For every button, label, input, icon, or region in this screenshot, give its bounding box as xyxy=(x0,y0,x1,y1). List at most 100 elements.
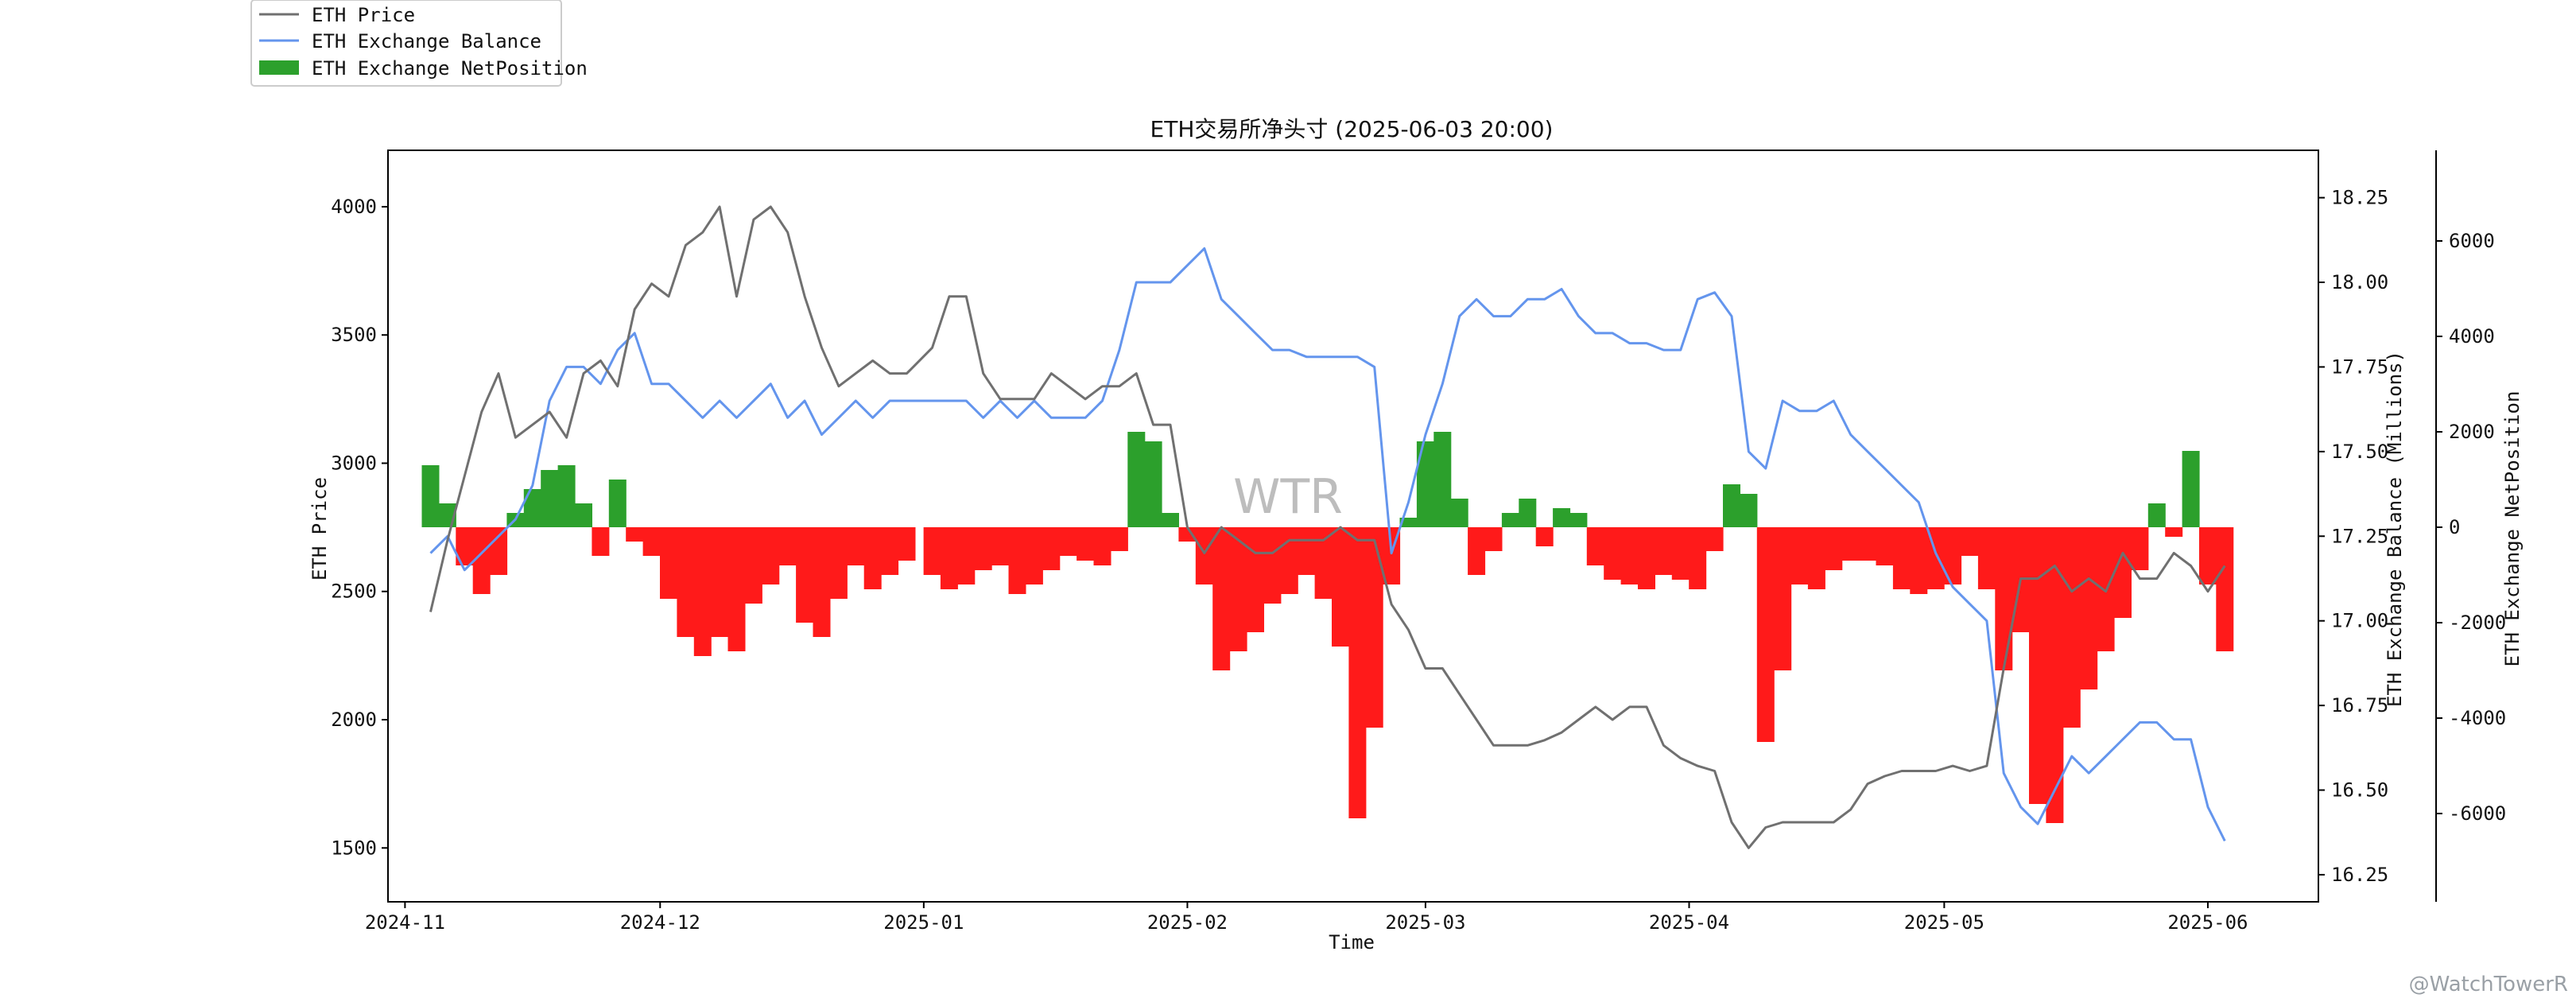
left-y-axis-label: ETH Price xyxy=(308,477,331,581)
netposition-bar xyxy=(1110,527,1128,551)
netposition-bar xyxy=(1468,527,1486,575)
netposition-bar xyxy=(1655,527,1673,575)
netposition-bar xyxy=(991,527,1010,565)
netposition-bar xyxy=(762,527,780,584)
netposition-bar xyxy=(1195,527,1213,584)
credit-text: @WatchTowerR xyxy=(2409,973,2568,996)
netposition-bar xyxy=(1519,499,1537,527)
netposition-bar xyxy=(642,527,661,556)
netposition-bar xyxy=(541,470,559,527)
netposition-bar xyxy=(711,527,729,637)
netposition-bar xyxy=(923,527,941,575)
x-tick-label: 2025-01 xyxy=(883,911,964,934)
netposition-bar xyxy=(1229,527,1247,651)
netposition-bar xyxy=(2147,503,2166,527)
netposition-bar xyxy=(1825,527,1843,570)
netposition-bar xyxy=(1263,527,1282,604)
netposition-bar xyxy=(1620,527,1639,584)
netposition-bar xyxy=(2199,527,2217,584)
netposition-bar xyxy=(778,527,797,565)
netposition-bar xyxy=(2216,527,2234,651)
netposition-bar xyxy=(1859,527,1877,561)
netposition-bar xyxy=(1162,513,1179,527)
netposition-bar xyxy=(1756,527,1775,742)
netposition-bar xyxy=(744,527,762,604)
netposition-bar xyxy=(1807,527,1825,589)
netposition-bar xyxy=(1638,527,1655,589)
x-tick-label: 2025-06 xyxy=(2167,911,2248,934)
netposition-bar xyxy=(1093,527,1111,565)
price-tick-label: 4000 xyxy=(331,196,377,218)
price-tick-label: 1500 xyxy=(331,837,377,859)
netposition-bar xyxy=(1144,441,1162,527)
price-tick-label: 2500 xyxy=(331,581,377,603)
netposition-bar xyxy=(592,527,610,556)
netposition-bar xyxy=(1961,527,1979,556)
netposition-bar xyxy=(974,527,992,570)
netposition-tick-label: -2000 xyxy=(2449,612,2506,634)
netposition-bar xyxy=(660,527,677,599)
netposition-bar xyxy=(1314,527,1333,599)
netposition-bar xyxy=(2131,527,2149,570)
balance-tick-label: 17.00 xyxy=(2331,610,2388,632)
x-tick-label: 2025-03 xyxy=(1385,911,1465,934)
netposition-bar xyxy=(1774,527,1792,670)
netposition-bar xyxy=(1077,527,1095,561)
x-tick-label: 2024-11 xyxy=(365,911,445,934)
legend-price-label: ETH Price xyxy=(312,4,415,26)
netposition-bar xyxy=(1127,432,1146,527)
x-tick-label: 2025-02 xyxy=(1147,911,1228,934)
netposition-tick-label: 4000 xyxy=(2449,325,2495,348)
netposition-tick-label: 2000 xyxy=(2449,421,2495,443)
balance-tick-label: 17.75 xyxy=(2331,355,2388,378)
netposition-bar xyxy=(796,527,814,623)
netposition-bar xyxy=(1553,508,1571,527)
netposition-bar xyxy=(626,527,644,542)
legend: ETH Price ETH Exchange Balance ETH Excha… xyxy=(250,0,588,87)
netposition-bar xyxy=(472,527,491,594)
legend-frame xyxy=(250,0,562,87)
netposition-tick-label: 6000 xyxy=(2449,230,2495,252)
netposition-bar xyxy=(1042,527,1061,570)
netposition-bar xyxy=(1892,527,1911,589)
netposition-bar xyxy=(957,527,976,584)
chart-title: ETH交易所净头寸 (2025-06-03 20:00) xyxy=(1150,116,1554,142)
netposition-bar xyxy=(1178,527,1197,542)
netposition-bar xyxy=(1025,527,1043,584)
netposition-bar xyxy=(1876,527,1894,565)
netposition-bar xyxy=(2046,527,2064,823)
netposition-bar xyxy=(557,465,576,527)
netposition-bar xyxy=(1841,527,1860,561)
netposition-bar xyxy=(898,527,916,561)
price-tick-label: 3500 xyxy=(331,324,377,346)
balance-tick-label: 18.25 xyxy=(2331,187,2388,209)
watermark: WTR xyxy=(1233,469,1343,525)
netposition-bar xyxy=(2029,527,2046,804)
balance-tick-label: 16.25 xyxy=(2331,864,2388,886)
netposition-bar xyxy=(940,527,958,589)
netposition-bar xyxy=(1995,527,2013,670)
netposition-bar xyxy=(1059,527,1077,556)
netposition-bar xyxy=(1535,527,1554,546)
balance-series-line xyxy=(429,247,2226,842)
balance-tick-label: 16.75 xyxy=(2331,694,2388,717)
netposition-bar xyxy=(2114,527,2132,618)
netposition-bar xyxy=(1604,527,1622,580)
netposition-bar xyxy=(523,489,541,527)
netposition-bar xyxy=(1433,432,1452,527)
netposition-bar xyxy=(677,527,695,637)
netposition-bar xyxy=(1247,527,1264,632)
netposition-bar xyxy=(847,527,865,565)
netposition-bar xyxy=(1910,527,1928,594)
x-tick-label: 2024-12 xyxy=(620,911,700,934)
balance-tick-label: 17.50 xyxy=(2331,441,2388,463)
netposition-bar xyxy=(1298,527,1316,575)
netposition-bar xyxy=(1740,494,1758,527)
netposition-bar xyxy=(1569,513,1588,527)
netposition-bar xyxy=(1212,527,1231,670)
netposition-y-axis-label: ETH Exchange NetPosition xyxy=(2501,391,2524,667)
netposition-bar xyxy=(1280,527,1298,594)
netposition-tick-label: -4000 xyxy=(2449,707,2506,729)
netposition-tick-label: 0 xyxy=(2449,516,2460,538)
